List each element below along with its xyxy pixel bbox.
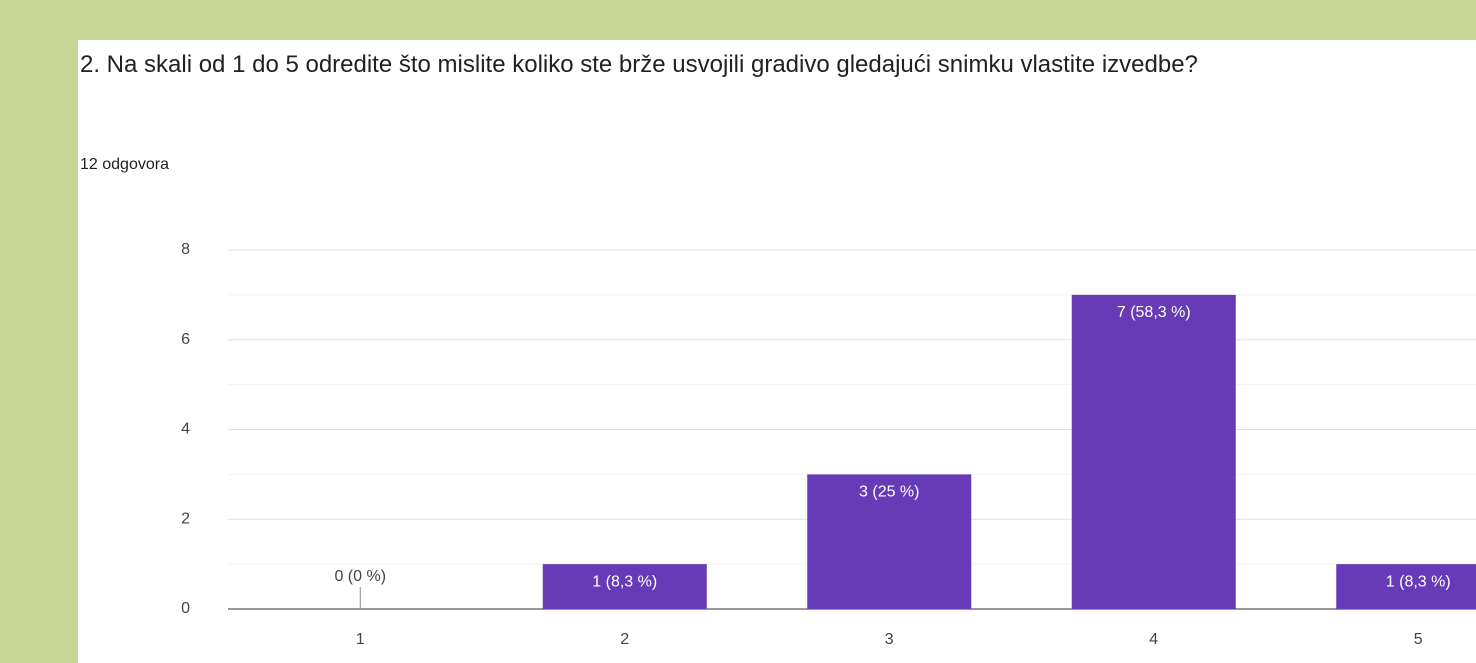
bar: [1336, 564, 1476, 609]
y-tick-label: 0: [181, 600, 190, 617]
panel: 2. Na skali od 1 do 5 odredite što misli…: [78, 40, 1476, 663]
x-tick-label: 1: [356, 631, 365, 648]
y-tick-label: 2: [181, 510, 190, 527]
bar: [1071, 294, 1236, 609]
data-label: 1 (8,3 %): [1386, 573, 1451, 590]
data-label: 3 (25 %): [859, 484, 919, 501]
data-label: 7 (58,3 %): [1117, 304, 1191, 321]
x-tick-label: 3: [885, 631, 894, 648]
bar: [807, 474, 972, 609]
response-count: 12 odgovora: [80, 156, 169, 173]
y-tick-label: 6: [181, 331, 190, 348]
y-tick-label: 8: [181, 241, 190, 258]
data-label: 1 (8,3 %): [592, 573, 657, 590]
x-tick-label: 2: [620, 631, 629, 648]
data-label: 0 (0 %): [334, 568, 386, 585]
question-title: 2. Na skali od 1 do 5 odredite što misli…: [80, 51, 1198, 78]
y-tick-label: 4: [181, 421, 190, 438]
x-tick-label: 5: [1414, 631, 1423, 648]
x-tick-label: 4: [1149, 631, 1158, 648]
bar: [542, 564, 707, 609]
